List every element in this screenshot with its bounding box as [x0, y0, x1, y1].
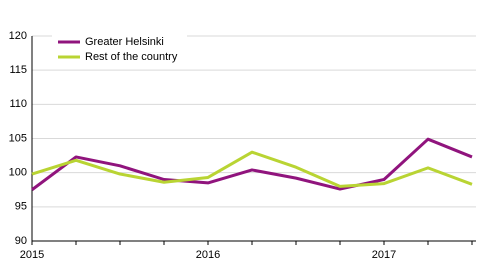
- legend-box: [52, 34, 187, 66]
- legend-label: Greater Helsinki: [85, 36, 164, 48]
- y-tick-label: 95: [15, 201, 27, 213]
- y-tick-label: 120: [9, 30, 27, 42]
- legend-label: Rest of the country: [85, 51, 178, 63]
- y-tick-label: 100: [9, 167, 27, 179]
- y-tick-label: 115: [9, 64, 27, 76]
- x-tick-label: 2017: [372, 249, 396, 261]
- x-tick-label: 2016: [196, 249, 220, 261]
- y-tick-label: 105: [9, 132, 27, 144]
- y-tick-label: 90: [15, 235, 27, 247]
- x-tick-label: 2015: [20, 249, 44, 261]
- line-series: [31, 137, 473, 191]
- line-series: [31, 150, 473, 188]
- y-tick-label: 110: [9, 98, 27, 110]
